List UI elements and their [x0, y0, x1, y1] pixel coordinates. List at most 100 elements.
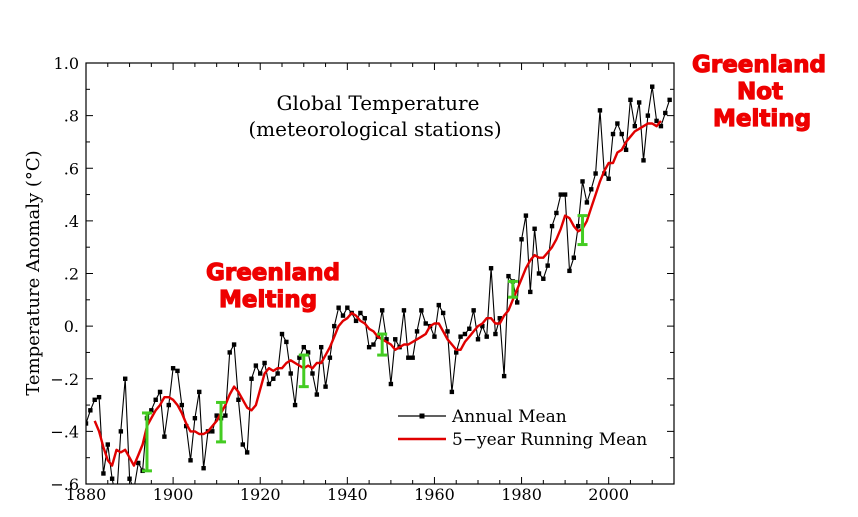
annual-mean-point — [353, 318, 359, 324]
annual-mean-point — [166, 402, 171, 408]
legend-annual-label: Annual Mean — [451, 407, 567, 427]
annual-mean-point — [262, 360, 267, 366]
annual-mean-point — [645, 113, 651, 118]
annual-mean-point — [419, 308, 424, 313]
running-mean-line — [93, 120, 662, 467]
annual-mean-point — [497, 316, 502, 321]
error-bar — [141, 411, 152, 473]
annual-mean-point — [327, 355, 333, 360]
legend: Annual Mean 5−year Running Mean — [398, 407, 647, 450]
annual-mean-point — [501, 373, 507, 379]
annual-mean-point — [641, 158, 646, 163]
x-tick-label: 1960 — [414, 485, 455, 504]
annual-mean-point — [231, 342, 237, 347]
annual-mean-point — [597, 108, 603, 113]
chart-title: Global Temperature — [277, 91, 480, 115]
annual-mean-point — [541, 276, 546, 281]
annual-mean-point — [149, 408, 154, 413]
annual-mean-point — [619, 131, 624, 137]
annual-mean-point — [467, 326, 472, 331]
x-tick-label: 1980 — [501, 485, 542, 504]
annual-mean-point — [197, 389, 202, 395]
annual-mean-point — [562, 192, 568, 197]
annual-mean-point — [462, 331, 468, 337]
annual-mean-point — [188, 458, 193, 463]
annual-mean-point — [414, 329, 420, 334]
annual-mean-point — [340, 313, 346, 318]
legend-annual-marker — [419, 413, 425, 419]
annual-mean-point — [101, 471, 106, 476]
y-tick-label: .6 — [64, 159, 79, 178]
annual-mean-point — [454, 350, 459, 355]
annotation-not-melting-line-3: Melting — [713, 106, 811, 132]
x-tick-label: 1940 — [327, 485, 368, 504]
chart-subtitle: (meteorological stations) — [248, 117, 501, 141]
annual-mean-point — [379, 308, 385, 313]
annual-mean-point — [249, 376, 254, 381]
annual-mean-point — [362, 316, 367, 321]
annual-mean-point — [650, 84, 655, 89]
annual-mean-point — [201, 466, 206, 471]
annual-mean-point — [96, 394, 102, 400]
annual-mean-point — [475, 337, 481, 342]
annual-mean-point — [136, 460, 141, 466]
annual-mean-point — [127, 476, 132, 481]
annual-mean-point — [132, 487, 136, 491]
annual-mean-point — [288, 371, 293, 376]
y-axis-label: Temperature Anomaly (°C) — [23, 150, 44, 395]
y-axis: −.6 −.4 −.2 0. .2 .4 .6 .8 1.0 — [50, 54, 674, 494]
annual-mean-point — [240, 442, 245, 447]
annual-mean-point — [162, 434, 167, 439]
annual-mean-point — [109, 476, 115, 481]
annual-mean-point — [628, 97, 633, 103]
annual-mean-point — [92, 397, 97, 402]
annual-mean-point — [314, 392, 320, 397]
error-bar — [507, 279, 518, 299]
annual-mean-point — [558, 192, 563, 197]
annual-mean-point — [667, 97, 672, 103]
annotation-not-melting-line-2: Not — [737, 79, 783, 105]
error-bar — [577, 214, 588, 247]
annual-mean-point — [480, 323, 485, 329]
y-tick-label: .2 — [64, 265, 79, 284]
annual-mean-point — [384, 337, 389, 342]
error-bar — [216, 400, 227, 444]
annual-mean-point — [623, 147, 629, 153]
annual-mean-point — [244, 450, 250, 455]
annual-mean-point — [371, 342, 376, 347]
annual-mean-point — [336, 305, 341, 310]
annual-mean-point — [310, 371, 315, 376]
annual-mean-point — [584, 200, 590, 205]
annual-mean-point — [615, 121, 620, 126]
annual-mean-point — [545, 263, 550, 268]
annotation-greenland-not-melting: Greenland Not Melting — [691, 51, 826, 132]
annual-mean-point — [86, 421, 89, 426]
annual-mean-point — [549, 223, 555, 229]
annual-mean-point — [654, 118, 659, 124]
x-axis: 1880 1900 1920 1940 1960 1980 2000 — [66, 63, 675, 504]
annual-mean-point — [440, 310, 446, 316]
annual-mean-point — [292, 402, 298, 408]
annual-mean-point — [345, 305, 350, 310]
annual-mean-point — [580, 179, 585, 184]
annual-mean-point — [506, 273, 511, 279]
annual-mean-point — [253, 363, 259, 368]
annual-mean-point — [153, 397, 158, 402]
annual-mean-point — [449, 389, 455, 395]
x-tick-label: 1880 — [66, 485, 107, 504]
y-tick-label: .4 — [64, 212, 79, 231]
annual-mean-point — [610, 131, 616, 137]
y-tick-label: 1.0 — [54, 54, 79, 73]
annual-mean-point — [284, 339, 289, 345]
annual-mean-point — [183, 423, 189, 429]
annual-mean-point — [658, 123, 664, 129]
annual-mean-point — [445, 329, 450, 334]
annual-mean-point — [632, 123, 637, 129]
annual-mean-point — [567, 268, 572, 274]
annual-mean-point — [319, 344, 324, 350]
x-tick-label: 2000 — [588, 485, 629, 504]
y-tick-label: −.4 — [50, 422, 79, 441]
error-bar — [377, 332, 388, 357]
y-tick-label: −.6 — [50, 475, 79, 494]
